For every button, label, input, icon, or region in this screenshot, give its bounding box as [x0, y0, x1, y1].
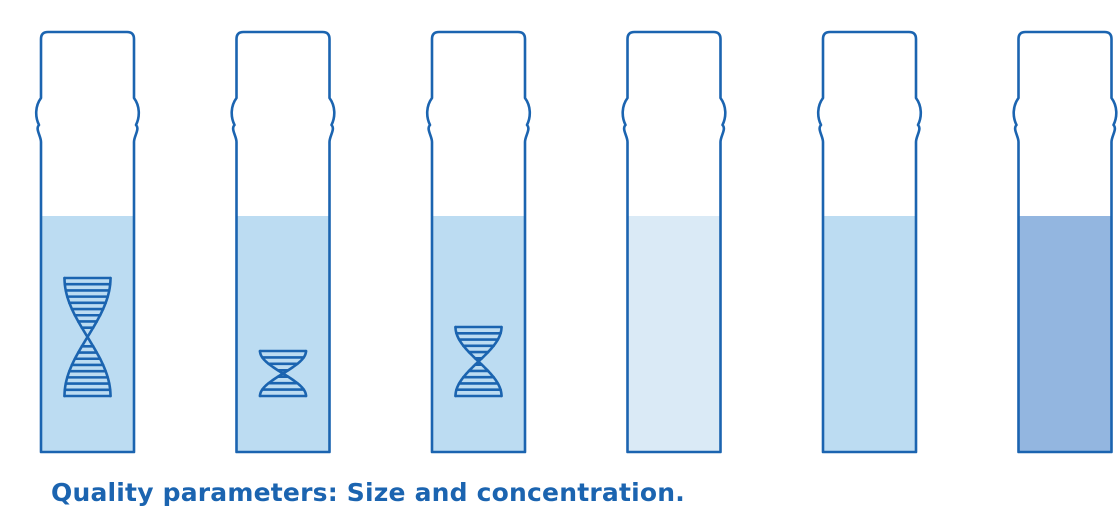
tube-outline [621, 30, 727, 454]
sample-tube [1012, 30, 1118, 454]
sample-tube [34, 30, 141, 454]
tube-liquid [823, 216, 916, 452]
tube-outline [34, 30, 141, 454]
dna-helix-icon [63, 276, 112, 398]
tube-liquid [627, 216, 721, 452]
caption: Quality parameters: Size and concentrati… [51, 478, 685, 507]
sample-tube [816, 30, 923, 454]
tube-liquid [1018, 216, 1112, 452]
tube-row [34, 30, 1118, 454]
sample-tube [621, 30, 727, 454]
dna-helix-icon [454, 325, 503, 398]
tube-outline [1012, 30, 1118, 454]
tube-liquid [41, 216, 134, 452]
tube-outline [230, 30, 336, 454]
sample-tube [230, 30, 336, 454]
tube-liquid [236, 216, 330, 452]
dna-helix-icon [258, 349, 308, 398]
tube-outline [816, 30, 923, 454]
sample-tube [425, 30, 532, 454]
tube-outline [425, 30, 532, 454]
